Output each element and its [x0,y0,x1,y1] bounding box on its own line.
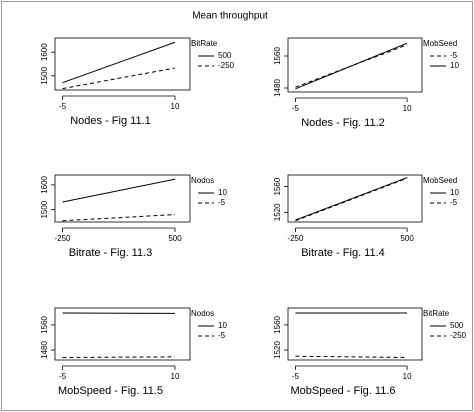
series-line [62,356,176,358]
y-tick-label: 1560 [40,315,49,333]
series-line [62,214,176,222]
y-tick-label: 1500 [40,200,49,218]
series-line [62,67,176,90]
plot-box [54,307,191,361]
plot-box [287,37,423,93]
x-tick-label: 10 [171,102,180,111]
legend-label: -5 [218,331,226,340]
y-tick-label: 1560 [273,177,282,195]
legend-title: MobSeed [423,39,457,48]
x-axis-label: Nodes - Fig. 11.2 [301,117,385,129]
legend-label: -5 [450,198,458,207]
legend-label: 500 [218,51,232,60]
chart-title: Mean throughput [192,11,268,22]
series-line [295,177,408,221]
x-tick-label: 10 [171,372,180,381]
plot-box [54,37,191,91]
x-axis-label: Bitrate - Fig. 11.3 [69,247,153,259]
y-tick-label: 1600 [40,175,49,193]
legend-title: BitRate [191,39,218,48]
x-tick-label: 500 [168,234,182,243]
plot-box [287,174,423,223]
legend-title: Nodos [191,309,214,318]
y-tick-label: 1480 [273,79,282,97]
series-line [62,178,176,203]
legend-label: 10 [218,188,227,197]
y-tick-label: 1560 [273,47,282,65]
legend-label: 10 [450,188,459,197]
legend-label: 10 [218,321,227,330]
x-tick-label: -5 [292,104,300,113]
x-tick-label: 10 [403,372,412,381]
series-line [295,355,408,358]
legend-label: -250 [450,331,467,340]
x-axis-label: Nodes - Fig 11.1 [70,115,151,127]
plot-box [54,174,191,223]
legend-label: 10 [450,61,459,70]
y-tick-label: 1500 [40,66,49,84]
x-tick-label: -5 [59,102,67,111]
x-tick-label: 10 [403,104,412,113]
x-tick-label: -250 [287,234,304,243]
x-tick-label: -5 [59,372,67,381]
plot-box [287,307,423,361]
x-tick-label: -5 [292,372,300,381]
x-axis-label: MobSpeed - Fig. 11.6 [291,385,396,397]
x-tick-label: 500 [400,234,414,243]
x-axis-label: MobSpeed - Fig. 11.5 [58,385,163,397]
y-tick-label: 1520 [273,203,282,221]
y-tick-label: 1560 [273,315,282,333]
x-tick-label: -250 [54,234,71,243]
legend-label: -5 [450,51,458,60]
legend-title: BitRate [423,309,450,318]
series-line [62,41,176,84]
legend-label: -250 [218,61,235,70]
series-line [295,42,408,90]
legend-label: -5 [218,198,226,207]
legend-label: 500 [450,321,464,330]
legend-title: MobSeed [423,176,457,185]
series-line [295,177,408,222]
legend-title: Nodos [191,176,214,185]
y-tick-label: 1520 [273,341,282,359]
y-tick-label: 1600 [40,43,49,61]
y-tick-label: 1480 [40,341,49,359]
x-axis-label: Bitrate - Fig. 11.4 [301,247,385,259]
